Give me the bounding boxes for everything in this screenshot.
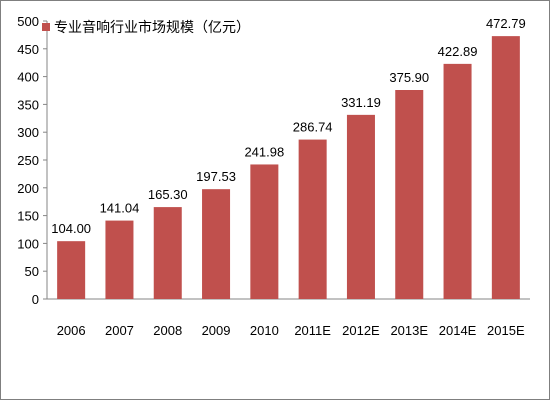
y-tick-label: 450 bbox=[17, 42, 39, 57]
data-label: 197.53 bbox=[196, 169, 236, 184]
data-label: 472.79 bbox=[486, 16, 526, 31]
bar bbox=[105, 220, 134, 299]
bar bbox=[202, 189, 231, 299]
x-tick-label: 2010 bbox=[250, 323, 279, 338]
x-axis: 2006 2007 2008 2009 2010 2011E 2012E 2013E 2014E… bbox=[47, 298, 530, 338]
x-tick-label: 2006 bbox=[57, 323, 86, 338]
data-labels: 104.00 141.04 165.30 197.53 241.98 286.74 331.… bbox=[51, 16, 525, 236]
bar bbox=[443, 63, 472, 299]
y-tick-label: 350 bbox=[17, 97, 39, 112]
y-tick-label: 400 bbox=[17, 70, 39, 85]
bar bbox=[250, 164, 279, 299]
y-tick-label: 500 bbox=[17, 14, 39, 29]
x-tick-label: 2008 bbox=[153, 323, 182, 338]
y-tick-label: 100 bbox=[17, 236, 39, 251]
x-tick-label: 2013E bbox=[390, 323, 428, 338]
data-label: 422.89 bbox=[438, 44, 478, 59]
x-tick-label: 2007 bbox=[105, 323, 134, 338]
bar bbox=[395, 89, 424, 299]
bars bbox=[57, 36, 520, 300]
data-label: 141.04 bbox=[100, 201, 140, 216]
bar bbox=[491, 36, 520, 300]
x-tick-label: 2012E bbox=[342, 323, 380, 338]
legend-label: 专业音响行业市场规模（亿元） bbox=[54, 19, 250, 36]
x-tick-label: 2015E bbox=[487, 323, 525, 338]
bar bbox=[298, 139, 327, 299]
x-tick-label: 2009 bbox=[202, 323, 231, 338]
y-tick-label: 200 bbox=[17, 181, 39, 196]
y-tick-label: 150 bbox=[17, 209, 39, 224]
y-tick-label: 50 bbox=[25, 264, 39, 279]
data-label: 375.90 bbox=[389, 70, 429, 85]
y-axis: 0 50 100 150 200 250 300 350 400 450 500 bbox=[17, 14, 48, 307]
y-tick-label: 300 bbox=[17, 125, 39, 140]
data-label: 286.74 bbox=[293, 120, 333, 135]
bar bbox=[153, 207, 182, 299]
x-tick-label: 2011E bbox=[294, 323, 331, 338]
y-tick-label: 250 bbox=[17, 153, 39, 168]
bar bbox=[346, 114, 375, 299]
data-label: 331.19 bbox=[341, 95, 381, 110]
legend-swatch bbox=[42, 23, 50, 31]
x-tick-label: 2014E bbox=[439, 323, 477, 338]
bar bbox=[57, 241, 86, 299]
legend: 专业音响行业市场规模（亿元） bbox=[42, 19, 250, 36]
data-label: 165.30 bbox=[148, 187, 188, 202]
data-label: 104.00 bbox=[51, 221, 91, 236]
y-tick-label: 0 bbox=[32, 292, 39, 307]
data-label: 241.98 bbox=[244, 144, 284, 159]
